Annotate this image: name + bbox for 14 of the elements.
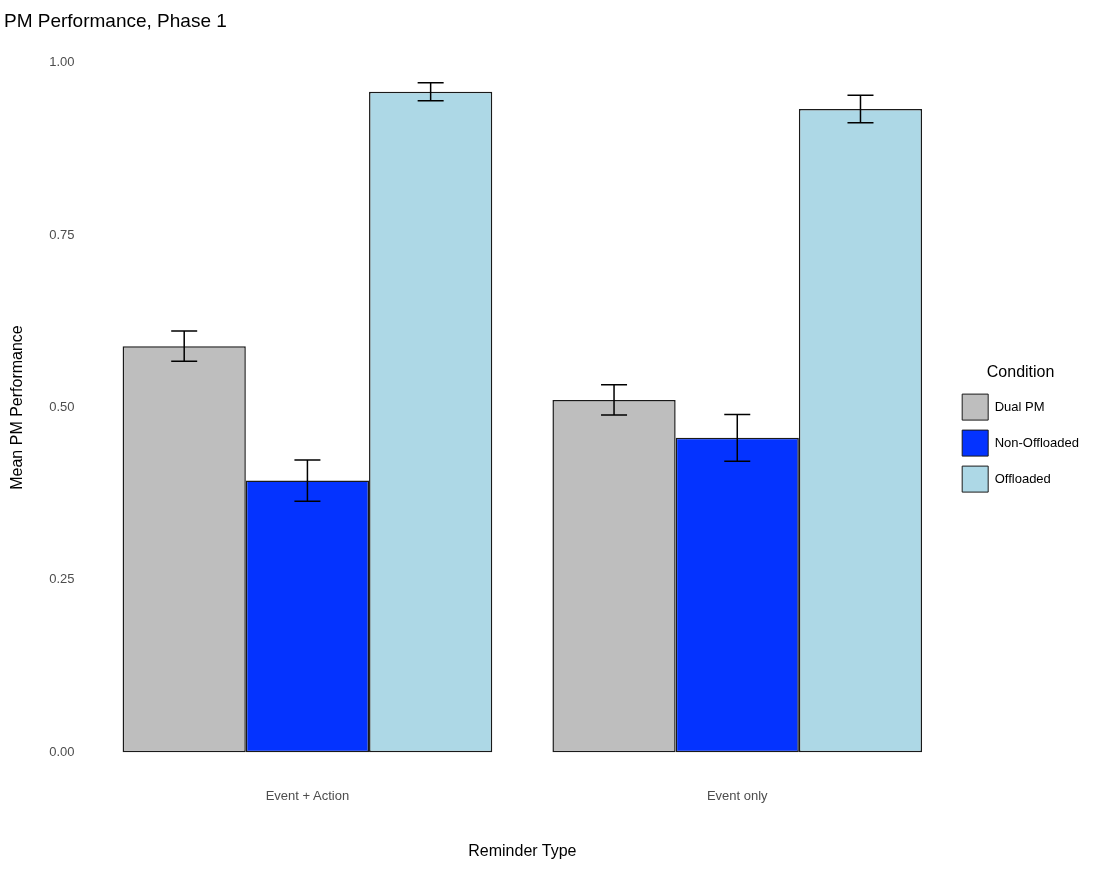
y-tick-label: 0.25 bbox=[49, 571, 75, 587]
legend-label: Dual PM bbox=[994, 398, 1045, 414]
legend-label: Offloaded bbox=[994, 470, 1051, 486]
legend-label: Non-Offloaded bbox=[994, 434, 1080, 450]
y-axis-title: Mean PM Performance bbox=[8, 325, 26, 490]
chart-title: PM Performance, Phase 1 bbox=[4, 9, 227, 31]
y-tick-label: 1.00 bbox=[49, 54, 75, 70]
y-tick-label: 0.00 bbox=[49, 743, 75, 759]
y-tick-label: 0.75 bbox=[49, 226, 75, 242]
y-tick-label: 0.50 bbox=[49, 399, 75, 415]
x-axis-title: Reminder Type bbox=[468, 841, 577, 859]
x-tick-label: Event only bbox=[706, 787, 769, 803]
legend-title: Condition bbox=[986, 363, 1055, 381]
x-tick-label: Event + Action bbox=[265, 787, 350, 803]
